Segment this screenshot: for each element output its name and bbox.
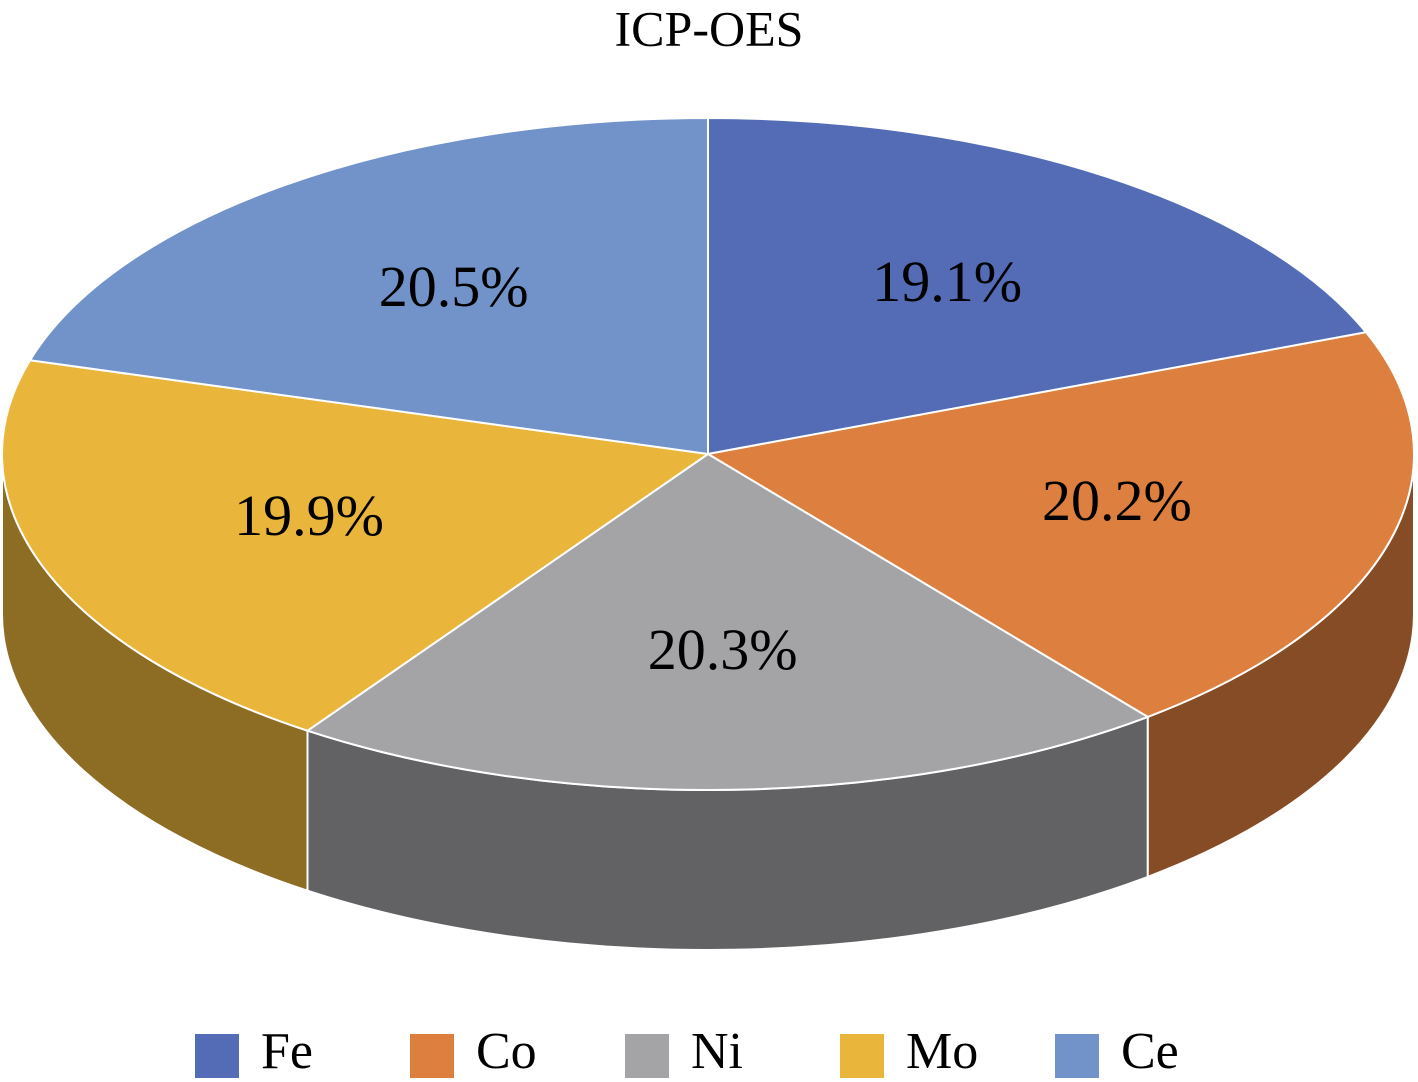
pie-slice <box>1 359 711 732</box>
value-labels: 19.1% 20.2% 20.3% 19.9% 20.5% <box>234 249 1192 682</box>
chart-title: ICP-OES <box>615 0 804 56</box>
legend-swatch <box>840 1034 884 1078</box>
pie-sides <box>1 453 1415 951</box>
data-label: 20.2% <box>1042 468 1192 533</box>
data-label: 20.5% <box>379 254 529 319</box>
pie-slice <box>705 331 1415 718</box>
legend-label: Fe <box>261 1023 313 1080</box>
legend-label: Co <box>476 1023 537 1080</box>
data-label: 20.3% <box>648 617 798 682</box>
data-label: 19.9% <box>234 483 384 548</box>
pie-slice <box>305 452 1150 791</box>
pie-tops <box>1 116 1415 791</box>
legend-swatch <box>195 1034 239 1078</box>
legend-label: Ce <box>1121 1023 1179 1080</box>
legend-label: Mo <box>906 1023 978 1080</box>
legend-swatch <box>410 1034 454 1078</box>
legend-swatch <box>625 1034 669 1078</box>
legend-label: Ni <box>691 1023 743 1080</box>
legend-swatch <box>1055 1034 1099 1078</box>
data-label: 19.1% <box>872 249 1022 314</box>
pie-slice <box>28 116 709 456</box>
pie-slice <box>707 116 1368 456</box>
legend: Fe Co Ni Mo Ce <box>195 1023 1179 1080</box>
